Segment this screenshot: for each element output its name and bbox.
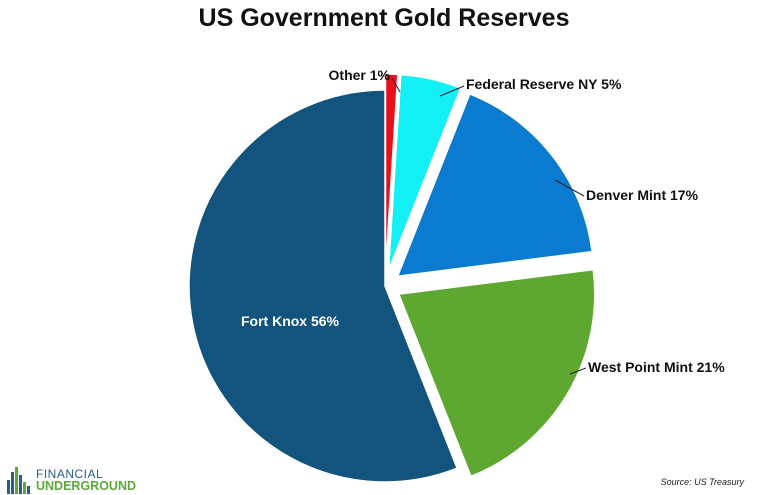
chart-title: US Government Gold Reserves: [198, 4, 570, 32]
slice-label-denver-mint: Denver Mint 17%: [586, 187, 699, 203]
slice-label-other: Other 1%: [329, 67, 391, 83]
source-note: Source: US Treasury: [660, 477, 744, 487]
pie-slice-denver-mint: [396, 92, 593, 278]
slice-label-west-point-mint: West Point Mint 21%: [588, 359, 725, 375]
skyline-icon: [7, 467, 30, 494]
leader-line: [439, 85, 465, 97]
logo-text-financial: FINANCIAL: [36, 467, 104, 481]
slice-label-federal-reserve-ny: Federal Reserve NY 5%: [466, 76, 622, 92]
slice-label-fort-knox: Fort Knox 56%: [241, 313, 340, 329]
pie-slice-federal-reserve-ny: [387, 73, 462, 271]
pie-labels: Other 1% Federal Reserve NY 5% Denver Mint…: [241, 67, 725, 375]
leader-line: [569, 367, 587, 375]
pie-slice-fort-knox: [188, 89, 459, 483]
pie-slice-west-point-mint: [397, 268, 596, 478]
logo-text-underground: UNDERGROUND: [36, 479, 136, 493]
pie-slices: [188, 73, 596, 483]
leader-line: [554, 179, 585, 197]
leader-line: [391, 77, 401, 93]
financial-underground-logo: FINANCIAL UNDERGROUND: [6, 466, 136, 494]
pie-slice-other: [384, 73, 399, 271]
